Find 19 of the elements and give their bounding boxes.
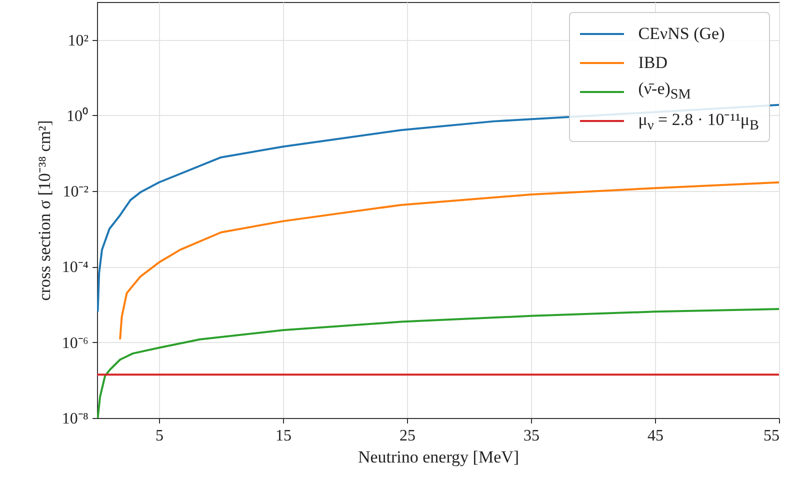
line-series	[119, 181, 779, 340]
legend-label: IBD	[638, 52, 668, 72]
x-tick-label: 55	[764, 428, 780, 444]
y-axis-title: cross section σ [10⁻³⁸ cm²]	[34, 120, 54, 301]
y-tick-label: 10⁻⁴	[62, 259, 89, 276]
x-axis-title: Neutrino energy [MeV]	[358, 448, 520, 466]
legend-label: (ν̄-e)$_{SM}$	[638, 79, 691, 104]
y-tick-label: 10⁻⁸	[62, 410, 88, 428]
legend-label: CEνNS (Ge)	[638, 24, 725, 44]
y-tick-label: 10⁰	[66, 106, 88, 125]
x-tick-label: 15	[276, 428, 292, 444]
x-tick-label: 45	[648, 428, 664, 444]
y-tick-label: 10⁻⁶	[62, 334, 88, 352]
x-tick-label: 5	[156, 428, 164, 444]
y-tick-label: 10⁻²	[62, 184, 89, 201]
legend-label: μ$_{ν}$ = 2.8 · 10⁻¹¹μ$_{B}$	[638, 108, 759, 134]
x-tick-label: 35	[524, 428, 540, 444]
y-tick-label: 10²	[68, 32, 89, 50]
x-tick-label: 25	[400, 428, 416, 444]
